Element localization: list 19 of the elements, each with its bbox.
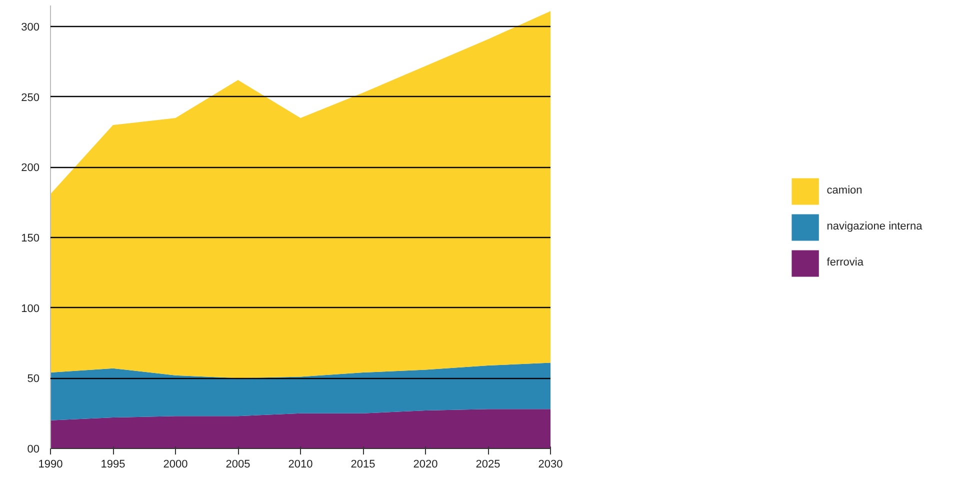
x-tick-label: 1990 bbox=[38, 458, 63, 470]
x-tick-label: 2010 bbox=[288, 458, 313, 470]
y-tick-label: 300 bbox=[21, 22, 40, 34]
x-tick-label: 2000 bbox=[163, 458, 188, 470]
x-tick-label: 2005 bbox=[226, 458, 250, 470]
legend-label: camion bbox=[826, 184, 862, 198]
y-tick-label: 100 bbox=[21, 302, 40, 315]
y-tick-label: 200 bbox=[21, 162, 40, 174]
y-tick-label: 00 bbox=[27, 444, 40, 456]
legend-label: navigazione interna bbox=[826, 220, 922, 234]
y-tick-label: 50 bbox=[27, 373, 40, 386]
x-tick-label: 2025 bbox=[476, 458, 500, 470]
x-tick-label: 2020 bbox=[413, 458, 438, 470]
x-tick-label: 2015 bbox=[350, 458, 376, 470]
x-tick-label: 1995 bbox=[100, 458, 126, 470]
legend-label: ferrovia bbox=[826, 256, 864, 270]
y-tick-label: 150 bbox=[21, 232, 40, 245]
y-tick-label: 250 bbox=[21, 92, 40, 104]
x-tick-label: 2030 bbox=[538, 458, 563, 470]
